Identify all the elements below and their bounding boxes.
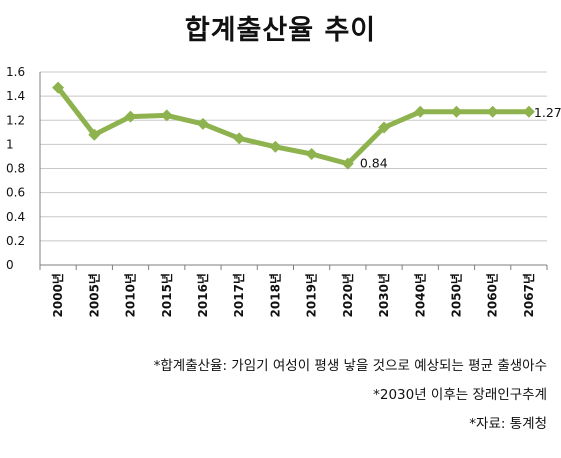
- x-tick-label: 2040년: [413, 273, 427, 317]
- x-tick-label: 2010년: [124, 273, 138, 317]
- data-point: [450, 105, 463, 118]
- footnote-source: *자료: 통계청: [469, 416, 547, 432]
- footnote-definition: *합계출산율: 가임기 여성이 평생 낳을 것으로 예상되는 평균 출생아수: [153, 358, 547, 374]
- y-tick-label: 0.2: [6, 234, 25, 248]
- y-tick-labels: 0 0.2 0.4 0.6 0.8 1 1.2 1.4 1.6: [6, 65, 25, 272]
- series: [55, 85, 532, 167]
- data-point: [341, 157, 354, 170]
- data-point: [486, 105, 499, 118]
- x-tick-label: 2017년: [232, 273, 246, 317]
- data-point: [233, 132, 246, 145]
- series-line: [55, 85, 532, 167]
- data-points: [52, 81, 535, 170]
- data-point: [124, 110, 137, 123]
- y-tick-label: 1.2: [6, 113, 25, 127]
- x-tick-label: 2019년: [305, 273, 319, 317]
- line-chart: 00.20.40.60.811.21.41.6 2000년 2005년 2010년 2…: [6, 65, 561, 317]
- footnotes: *합계출산율: 가임기 여성이 평생 낳을 것으로 예상되는 평균 출생아수 *…: [154, 352, 547, 439]
- x-tick-label: 2060년: [486, 273, 500, 317]
- y-tick-label: 0: [6, 258, 14, 272]
- y-tick-label: 1.6: [6, 65, 25, 79]
- x-tick-label: 2067년: [522, 273, 536, 317]
- data-point: [52, 81, 65, 94]
- footnote-projection: *2030년 이후는 장래인구추계: [373, 387, 547, 403]
- data-labels: 0.84 1.27: [360, 105, 561, 171]
- data-point: [378, 121, 391, 134]
- data-point: [88, 128, 101, 141]
- x-tick-labels: 2000년 2005년 2010년 2015년 2016년 2017년 2018년 2019년…: [51, 273, 536, 317]
- x-tick-label: 2018년: [268, 273, 282, 317]
- x-tick-label: 2015년: [160, 273, 174, 317]
- data-point: [305, 148, 318, 161]
- x-tick-label: 2020년: [341, 273, 355, 317]
- y-tick-label: 1: [6, 137, 14, 151]
- y-tick-label: 0.8: [6, 162, 25, 176]
- data-label: 1.27: [534, 105, 561, 120]
- x-tick-label: 2005년: [87, 273, 101, 317]
- x-tick-label: 2000년: [51, 273, 65, 317]
- gridlines: [40, 71, 547, 242]
- data-point: [414, 105, 427, 118]
- y-tick-label: 1.4: [6, 89, 25, 103]
- y-tick-label: 0.4: [6, 210, 25, 224]
- y-tick-label: 0.6: [6, 186, 25, 200]
- data-label: 0.84: [360, 156, 388, 171]
- data-point: [522, 105, 535, 118]
- x-tick-label: 2016년: [196, 273, 210, 317]
- data-point: [160, 109, 173, 122]
- data-point: [269, 140, 282, 153]
- x-tick-label: 2030년: [377, 273, 391, 317]
- chart-title: 합계출산율 추이: [184, 15, 377, 46]
- axes: [39, 72, 548, 270]
- x-tick-label: 2050년: [449, 273, 463, 317]
- data-point: [196, 117, 209, 130]
